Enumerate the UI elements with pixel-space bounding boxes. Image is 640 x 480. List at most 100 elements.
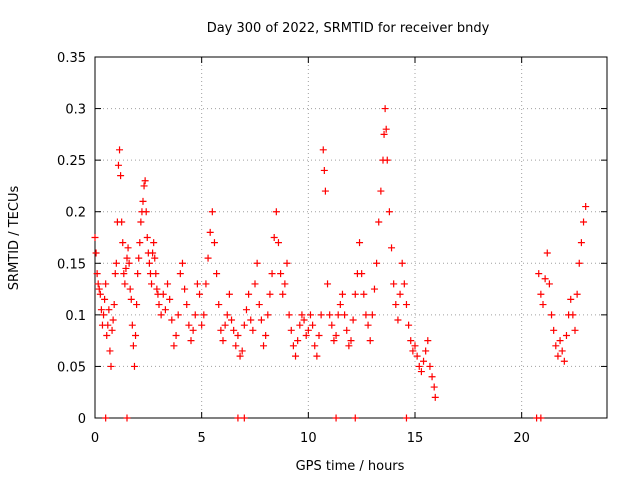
data-point	[398, 259, 406, 267]
y-tick-label: 0.35	[57, 51, 86, 66]
data-point	[277, 270, 285, 278]
data-point	[230, 326, 238, 334]
data-point	[274, 239, 282, 247]
data-point	[405, 321, 413, 329]
data-point	[382, 125, 390, 133]
data-point	[554, 352, 562, 360]
data-point	[238, 347, 246, 355]
data-point	[208, 208, 216, 216]
data-point	[296, 321, 304, 329]
data-point	[334, 311, 342, 319]
data-point	[298, 311, 306, 319]
data-point	[93, 270, 101, 278]
data-point	[351, 290, 359, 298]
data-point	[141, 177, 149, 185]
data-point	[119, 239, 127, 247]
data-point	[373, 259, 381, 267]
data-point	[558, 347, 566, 355]
data-point	[111, 270, 119, 278]
data-points	[91, 105, 590, 422]
y-tick-label: 0.3	[65, 103, 86, 118]
data-point	[328, 321, 336, 329]
data-point	[260, 342, 268, 350]
y-tick-label: 0.05	[57, 360, 86, 375]
y-tick-label: 0.1	[65, 309, 86, 324]
data-point	[140, 182, 148, 190]
data-point	[151, 254, 159, 262]
data-point	[364, 321, 372, 329]
x-tick-label: 5	[198, 431, 206, 446]
data-point	[370, 285, 378, 293]
data-point	[221, 321, 229, 329]
data-point	[123, 254, 131, 262]
data-point	[133, 301, 141, 309]
data-point	[170, 342, 178, 350]
grid	[95, 57, 607, 418]
x-axis-label: GPS time / hours	[296, 459, 405, 474]
data-point	[385, 208, 393, 216]
data-point	[545, 280, 553, 288]
data-point	[223, 311, 231, 319]
x-tick-label: 20	[513, 431, 530, 446]
data-point	[152, 270, 160, 278]
data-point	[394, 316, 402, 324]
data-point	[187, 337, 195, 345]
data-point	[351, 414, 359, 422]
data-point	[319, 146, 327, 154]
data-point	[292, 352, 300, 360]
x-tick-label: 10	[300, 431, 317, 446]
data-point	[155, 301, 163, 309]
data-point	[183, 301, 191, 309]
data-point	[537, 414, 545, 422]
data-point	[341, 311, 349, 319]
data-point	[100, 311, 108, 319]
data-point	[127, 295, 135, 303]
data-point	[139, 197, 147, 205]
data-point	[149, 249, 157, 257]
y-tick-label: 0.25	[57, 154, 86, 169]
data-point	[198, 321, 206, 329]
data-point	[134, 270, 142, 278]
data-point	[106, 347, 114, 355]
plot-frame	[94, 56, 608, 419]
x-tick-label: 0	[91, 431, 99, 446]
data-point	[415, 362, 423, 370]
data-point	[270, 234, 278, 241]
data-point	[217, 326, 225, 334]
data-point	[121, 280, 129, 288]
data-point	[409, 347, 417, 355]
data-point	[262, 331, 270, 339]
data-point	[567, 295, 575, 303]
data-point	[402, 301, 410, 309]
data-point	[117, 172, 125, 180]
data-point	[330, 337, 338, 345]
data-point	[91, 234, 99, 241]
data-point	[143, 234, 151, 241]
data-point	[326, 311, 334, 319]
data-point	[571, 326, 579, 334]
data-point	[213, 270, 221, 278]
data-point	[257, 316, 265, 324]
data-point	[400, 280, 408, 288]
data-point	[390, 280, 398, 288]
data-point	[245, 290, 253, 298]
data-point	[417, 368, 425, 376]
data-point	[228, 316, 236, 324]
data-point	[123, 414, 131, 422]
y-tick-label: 0.15	[57, 257, 86, 272]
data-point	[102, 280, 110, 288]
data-point	[304, 326, 312, 334]
data-point	[242, 306, 250, 314]
data-point	[320, 166, 328, 174]
data-point	[145, 259, 153, 267]
data-point	[136, 239, 144, 247]
data-point	[176, 270, 184, 278]
y-tick-label: 0.2	[65, 206, 86, 221]
data-point	[107, 362, 115, 370]
data-point	[196, 290, 204, 298]
data-point	[264, 311, 272, 319]
data-point	[92, 249, 100, 257]
data-point	[150, 239, 158, 247]
data-point	[392, 301, 400, 309]
data-point	[114, 161, 122, 169]
